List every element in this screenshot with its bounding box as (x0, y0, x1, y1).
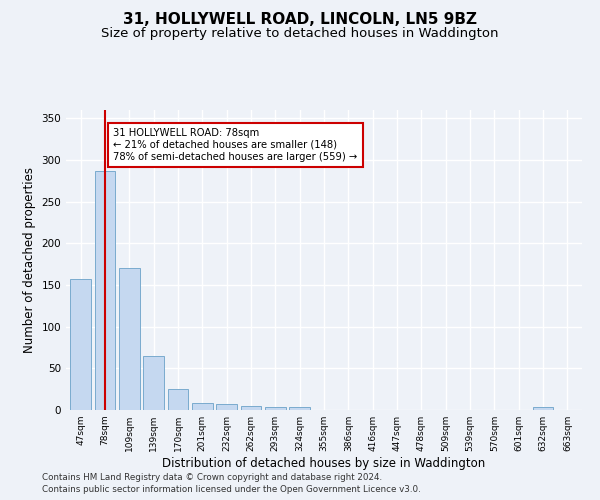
Text: Size of property relative to detached houses in Waddington: Size of property relative to detached ho… (101, 28, 499, 40)
Text: 31, HOLLYWELL ROAD, LINCOLN, LN5 9BZ: 31, HOLLYWELL ROAD, LINCOLN, LN5 9BZ (123, 12, 477, 28)
Bar (70, 279, 91, 410)
Bar (95, 171, 115, 410)
Bar (533, 406, 553, 410)
Bar (119, 268, 140, 410)
Bar (216, 404, 237, 410)
X-axis label: Distribution of detached houses by size in Waddington: Distribution of detached houses by size … (163, 457, 485, 470)
Bar (167, 389, 188, 410)
Text: 31 HOLLYWELL ROAD: 78sqm
← 21% of detached houses are smaller (148)
78% of semi-: 31 HOLLYWELL ROAD: 78sqm ← 21% of detach… (113, 128, 358, 162)
Text: Contains public sector information licensed under the Open Government Licence v3: Contains public sector information licen… (42, 485, 421, 494)
Bar (241, 406, 262, 410)
Y-axis label: Number of detached properties: Number of detached properties (23, 167, 36, 353)
Bar (265, 406, 286, 410)
Bar (192, 402, 212, 410)
Text: Contains HM Land Registry data © Crown copyright and database right 2024.: Contains HM Land Registry data © Crown c… (42, 472, 382, 482)
Bar (143, 356, 164, 410)
Bar (289, 406, 310, 410)
